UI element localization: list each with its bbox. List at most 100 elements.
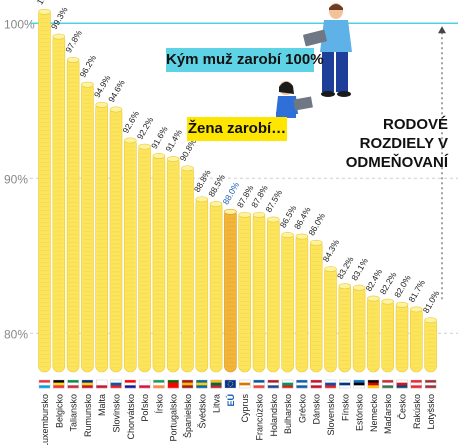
flag-stripe [325, 380, 336, 383]
flag-stripe [67, 382, 79, 386]
coin-stack-bar [266, 216, 280, 373]
flag-stripe [425, 380, 437, 383]
y-tick-label: 100% [4, 17, 35, 31]
man-leg-right [336, 52, 348, 92]
category-label: Belgicko [54, 394, 64, 428]
flag-stripe [96, 382, 108, 386]
coin-top [181, 165, 194, 172]
flag-border [124, 379, 137, 389]
category-label: EÚ [225, 394, 236, 407]
coin-top [381, 298, 395, 305]
flag-stripe [210, 385, 222, 389]
category-label: Írsko [154, 394, 164, 414]
coin-stack-bar [367, 295, 380, 373]
flag-stripe [410, 382, 422, 386]
category-label: Chorvátsko [126, 394, 136, 440]
flag-border [238, 379, 251, 389]
flag-border [81, 379, 94, 389]
flag-stripe [182, 385, 193, 389]
country-flag [81, 379, 94, 389]
coin-top [38, 8, 51, 15]
coin-top [324, 266, 337, 272]
coin-top [152, 153, 166, 159]
category-label: Portugalsko [169, 394, 179, 442]
coin-top [52, 33, 66, 40]
flag-border [353, 379, 365, 389]
country-flag [181, 379, 194, 389]
y-tick-label: 90% [4, 172, 28, 186]
flag-stripe [367, 380, 379, 383]
coin-stack-bar [224, 208, 237, 373]
flag-stripe [396, 380, 408, 383]
flag-stripe [167, 385, 179, 389]
flag-stripe [410, 385, 422, 389]
category-label: Švédsko [197, 394, 207, 429]
coin-stack-bar [124, 137, 137, 373]
category-label: Lotyšsko [426, 394, 436, 430]
flag-border [267, 379, 279, 389]
country-flag [296, 379, 308, 389]
coin-stack-body [252, 212, 266, 373]
flag-stripe [153, 382, 165, 386]
flag-stripe [267, 385, 279, 389]
flag-stripe [153, 380, 165, 383]
flag-stripe [253, 380, 265, 383]
flag-stripe [367, 385, 379, 389]
flag-stripe [282, 385, 294, 389]
flag-stripe [139, 380, 151, 383]
value-label: 97.8% [63, 28, 84, 54]
woman-label: Žena zarobí… [187, 117, 287, 141]
flag-stripe [339, 380, 351, 383]
coin-stack-bar [395, 301, 409, 373]
country-flag [210, 379, 222, 389]
category-label: Maďarsko [383, 394, 393, 434]
coin-stack-bar [252, 211, 266, 373]
flag-border [210, 379, 222, 389]
coin-stack-bar [109, 106, 123, 373]
coin-top [224, 208, 237, 215]
flag-stripe [39, 380, 50, 383]
coin-stack-bar [281, 232, 294, 373]
flag-stripe [425, 382, 437, 386]
flag-stripe [310, 385, 322, 389]
flag-stripe [382, 380, 394, 383]
coin-top [95, 101, 108, 108]
flag-stripe [167, 382, 179, 386]
country-flag [224, 379, 237, 389]
category-label: Rakúsko [412, 394, 422, 429]
flag-stripe [167, 380, 179, 383]
flag-stripe [210, 380, 222, 383]
coin-top [367, 295, 380, 302]
coin-stack-body [424, 317, 437, 373]
coin-top [424, 317, 437, 324]
flag-stripe [267, 380, 279, 383]
coin-top [138, 143, 151, 150]
country-flag [110, 379, 122, 389]
coin-stack-body [338, 283, 352, 373]
flag-border [38, 379, 51, 389]
category-label: Fínsko [340, 394, 350, 421]
coin-stack-body [224, 208, 237, 373]
flag-stripe [353, 380, 365, 383]
flag-stripe [124, 382, 136, 386]
flag-stripe [296, 385, 308, 389]
flag-stripe [339, 385, 351, 389]
flag-stripe [110, 385, 122, 389]
flag-stripe [53, 385, 65, 389]
flag-stripe [239, 385, 251, 389]
flag-stripe [39, 385, 50, 389]
flag-stripe [339, 382, 351, 386]
category-label: Taliansko [69, 394, 79, 432]
value-label: 99.3% [49, 5, 70, 31]
man-hair [329, 4, 343, 10]
coin-stack-bar [95, 101, 108, 373]
flag-border [95, 379, 108, 389]
flag-stripe [367, 382, 379, 386]
category-label: Rumunsko [83, 394, 93, 437]
flag-stripe [139, 385, 151, 389]
coin-stack-body [66, 57, 80, 373]
flag-stripe [410, 380, 422, 383]
coin-stack-bar [309, 239, 323, 373]
coin-stack-bar [81, 81, 94, 373]
country-flag [267, 379, 279, 389]
